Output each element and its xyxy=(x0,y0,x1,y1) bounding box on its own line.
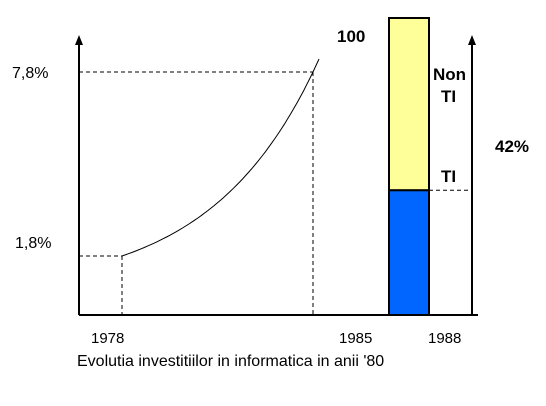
x-tick-label-1978: 1978 xyxy=(91,330,124,347)
y-tick-label-high: 7,8% xyxy=(12,65,48,82)
bar-segment-non-ti xyxy=(388,17,430,192)
bar-segment-ti xyxy=(388,189,430,316)
x-tick-label-1988: 1988 xyxy=(428,330,461,347)
series-line xyxy=(121,58,320,257)
y-tick-label-low: 1,8% xyxy=(15,235,51,252)
x-tick-label-1985: 1985 xyxy=(339,330,372,347)
non-ti-label-line1: Non xyxy=(433,65,466,84)
ti-label: TI xyxy=(441,167,456,186)
ti-percent-label: 42% xyxy=(495,137,529,156)
bar-total-label: 100 xyxy=(337,27,365,46)
non-ti-label-line2: TI xyxy=(441,87,456,106)
chart-caption: Evolutia investitiilor in informatica in… xyxy=(77,353,384,370)
